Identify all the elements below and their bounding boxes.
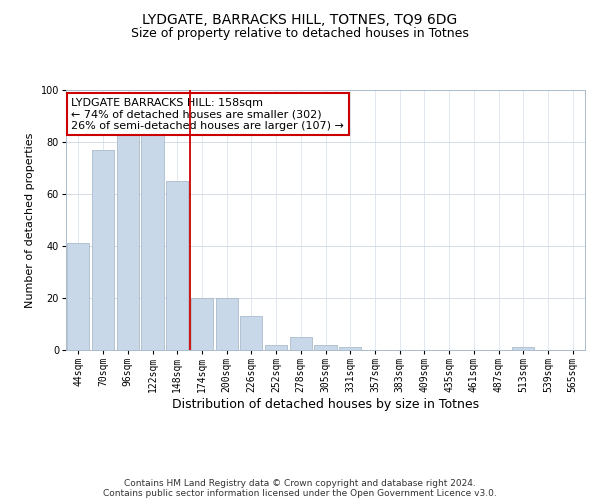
Bar: [339, 348, 361, 350]
Text: LYDGATE, BARRACKS HILL, TOTNES, TQ9 6DG: LYDGATE, BARRACKS HILL, TOTNES, TQ9 6DG: [142, 12, 458, 26]
Bar: [191, 298, 213, 350]
Bar: [265, 345, 287, 350]
Text: LYDGATE BARRACKS HILL: 158sqm
← 74% of detached houses are smaller (302)
26% of : LYDGATE BARRACKS HILL: 158sqm ← 74% of d…: [71, 98, 344, 131]
Bar: [290, 337, 312, 350]
Bar: [215, 298, 238, 350]
Bar: [314, 345, 337, 350]
Bar: [67, 244, 89, 350]
Bar: [142, 132, 164, 350]
Y-axis label: Number of detached properties: Number of detached properties: [25, 132, 35, 308]
Bar: [92, 150, 114, 350]
Text: Contains HM Land Registry data © Crown copyright and database right 2024.: Contains HM Land Registry data © Crown c…: [124, 478, 476, 488]
Bar: [512, 348, 535, 350]
Bar: [240, 316, 262, 350]
X-axis label: Distribution of detached houses by size in Totnes: Distribution of detached houses by size …: [172, 398, 479, 411]
Text: Contains public sector information licensed under the Open Government Licence v3: Contains public sector information licen…: [103, 488, 497, 498]
Bar: [166, 181, 188, 350]
Bar: [116, 132, 139, 350]
Text: Size of property relative to detached houses in Totnes: Size of property relative to detached ho…: [131, 28, 469, 40]
